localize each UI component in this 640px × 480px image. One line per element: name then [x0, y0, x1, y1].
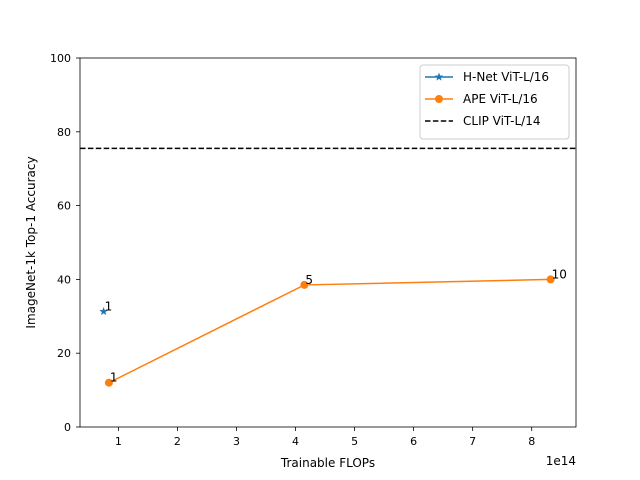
x-tick-label: 5: [351, 435, 358, 448]
data-label: 5: [305, 273, 313, 287]
plot-layer: 1 1 5 10: [80, 147, 576, 387]
data-label: 1: [110, 371, 118, 385]
x-tick-label: 2: [174, 435, 181, 448]
legend-box: [419, 64, 570, 140]
x-tick-label: 1: [115, 435, 122, 448]
y-tick-label: 20: [57, 347, 71, 360]
y-axis-label: ImageNet-1k Top-1 Accuracy: [24, 156, 38, 328]
legend-marker-circle: [435, 95, 443, 103]
legend-label: H-Net ViT-L/16: [463, 70, 549, 84]
y-tick-label: 40: [57, 273, 71, 286]
x-axis-label: Trainable FLOPs: [280, 456, 375, 470]
data-point-circle: [546, 275, 555, 284]
x-tick-label: 7: [469, 435, 476, 448]
x-tick-label: 3: [233, 435, 240, 448]
y-tick-label: 60: [57, 200, 71, 213]
legend: H-Net ViT-L/16 APE ViT-L/16 CLIP ViT-L/14: [419, 64, 570, 140]
x-tick-label: 8: [528, 435, 535, 448]
data-point-star: [99, 307, 108, 316]
x-tick-label: 6: [410, 435, 417, 448]
data-point-circle: [300, 280, 309, 289]
y-tick-label: 100: [50, 52, 71, 65]
data-point-circle: [104, 378, 113, 387]
x-axis-offset-label: 1e14: [546, 454, 576, 468]
data-label: 10: [552, 267, 567, 281]
y-tick-label: 0: [64, 421, 71, 434]
legend-label: CLIP ViT-L/14: [463, 114, 541, 128]
y-tick-label: 80: [57, 126, 71, 139]
plot-frame: [79, 57, 577, 428]
x-tick-label: 4: [292, 435, 299, 448]
legend-label: APE ViT-L/16: [463, 92, 538, 106]
data-label: 1: [105, 300, 113, 314]
legend-marker-star: [434, 72, 444, 81]
